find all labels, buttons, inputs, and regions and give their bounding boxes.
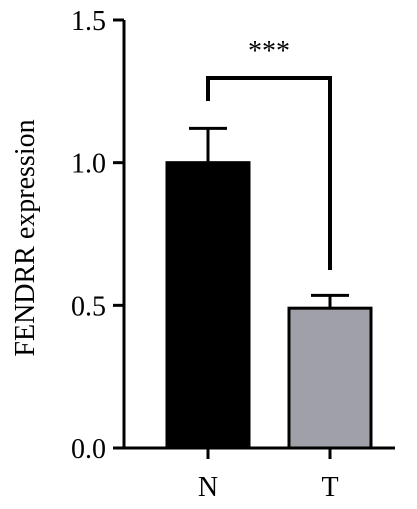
y-axis-title: FENDRR expression xyxy=(10,119,41,356)
y-tick-label: 1.5 xyxy=(71,6,106,37)
y-axis: 0.0 0.5 1.0 1.5 xyxy=(71,6,126,465)
bars xyxy=(165,126,373,450)
x-tick-label: N xyxy=(198,472,218,503)
y-tick-label: 1.0 xyxy=(71,149,106,180)
x-tick-label: T xyxy=(321,472,338,503)
y-tick-label: 0.0 xyxy=(71,434,106,465)
annotations: *** xyxy=(206,36,332,270)
bar-N xyxy=(165,161,251,450)
bar-T xyxy=(287,306,373,450)
y-tick-label: 0.5 xyxy=(71,291,106,322)
significance-label: *** xyxy=(248,36,290,67)
significance-bracket xyxy=(206,76,332,270)
